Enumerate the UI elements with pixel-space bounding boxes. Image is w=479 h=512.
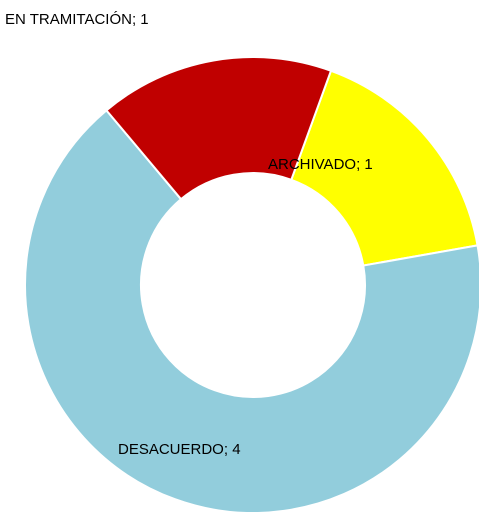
label-separator: ; bbox=[132, 11, 140, 28]
data-label: EN TRAMITACIÓN; 1 bbox=[5, 11, 149, 28]
label-category: DESACUERDO bbox=[118, 441, 224, 458]
data-label: DESACUERDO; 4 bbox=[118, 441, 241, 458]
donut-slice bbox=[290, 69, 479, 267]
label-separator: ; bbox=[224, 441, 232, 458]
label-value: 1 bbox=[364, 156, 372, 173]
data-label: ARCHIVADO; 1 bbox=[268, 156, 373, 173]
label-separator: ; bbox=[356, 156, 364, 173]
label-category: ARCHIVADO bbox=[268, 156, 356, 173]
label-category: EN TRAMITACIÓN bbox=[5, 11, 132, 28]
label-value: 4 bbox=[232, 441, 240, 458]
donut-slice bbox=[24, 108, 479, 512]
label-value: 1 bbox=[140, 11, 148, 28]
donut-slice bbox=[105, 56, 333, 201]
